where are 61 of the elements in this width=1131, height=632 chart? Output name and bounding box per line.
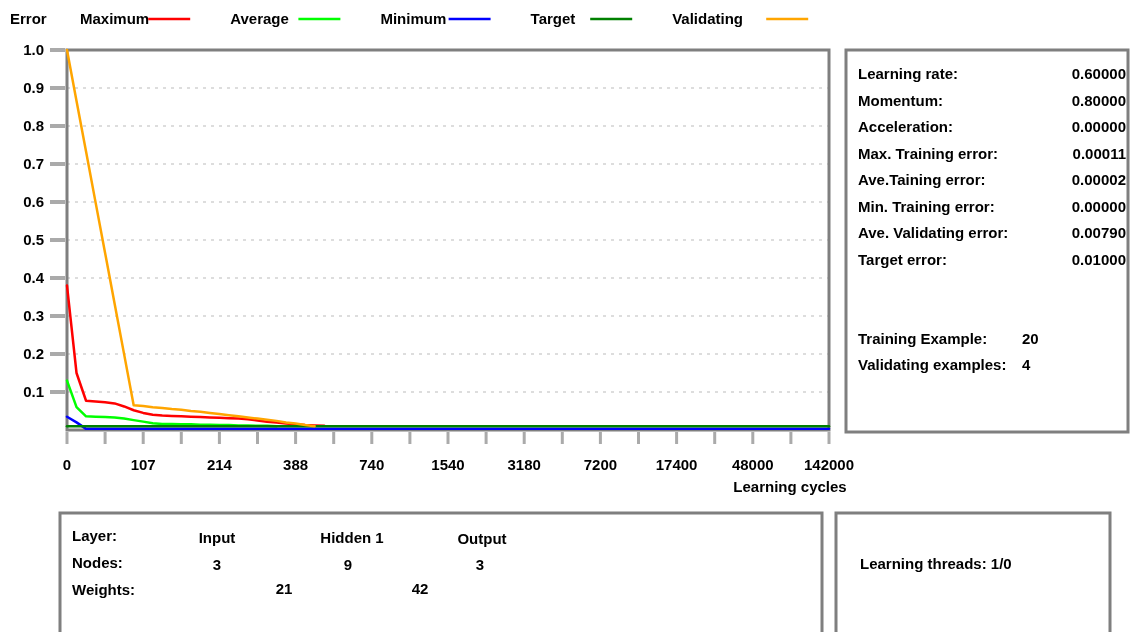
text: 9: [343, 556, 353, 573]
text: 0.80000: [1071, 91, 1126, 109]
y-axis-title: Error: [10, 10, 47, 27]
text: 0.01000: [1071, 250, 1126, 268]
y-tick-label: 0.1: [23, 383, 44, 400]
text: 3: [475, 556, 485, 573]
y-tick-label: 1.0: [23, 41, 44, 58]
y-tick-label: 0.8: [23, 117, 44, 134]
text: Momentum:: [858, 91, 943, 109]
x-tick-label: 214: [206, 456, 233, 473]
text: Input: [198, 529, 236, 546]
x-tick-label: 7200: [583, 456, 618, 473]
text: Hidden 1: [320, 529, 384, 546]
line-series: [65, 48, 316, 428]
text: Min. Training error:: [858, 197, 995, 215]
text: 0.60000: [1071, 65, 1126, 82]
text: Acceleration:: [858, 118, 954, 135]
text: Validating examples:: [858, 356, 1007, 373]
text: 20: [1022, 330, 1039, 347]
text: 0.00011: [1072, 144, 1126, 162]
text: Target error:: [858, 250, 947, 268]
x-tick-label: 107: [130, 456, 156, 473]
x-tick-label: 740: [359, 456, 385, 473]
text: 0.00790: [1071, 224, 1126, 241]
text: Weights:: [72, 581, 136, 598]
legend-label: Maximum: [80, 10, 150, 27]
x-tick-label: 388: [283, 456, 309, 473]
text: Learning rate:: [858, 65, 959, 82]
y-tick-label: 0.9: [23, 79, 44, 96]
text: Output: [457, 530, 507, 547]
x-tick-label: 0: [62, 456, 72, 473]
text: Nodes:: [72, 554, 123, 571]
legend-label: Target: [530, 10, 576, 27]
y-tick-label: 0.6: [23, 193, 44, 210]
text: Max. Training error:: [858, 144, 999, 162]
y-tick-label: 0.7: [23, 155, 44, 172]
text: Layer:: [72, 527, 118, 544]
text: 42: [411, 580, 429, 597]
y-tick-label: 0.3: [23, 307, 44, 324]
legend-label: Minimum: [380, 10, 447, 27]
text: Learning threads: 1/0: [860, 555, 1012, 572]
legend-label: Average: [230, 10, 289, 27]
text: Ave.Taining error:: [858, 171, 986, 188]
y-tick-label: 0.4: [23, 269, 45, 286]
text: 0.00000: [1071, 118, 1126, 135]
y-tick-label: 0.2: [23, 345, 44, 362]
legend-label: Validating: [672, 10, 744, 27]
text: Training Example:: [858, 330, 988, 347]
text: Ave. Validating error:: [858, 224, 1009, 241]
text: 0.00002: [1071, 171, 1126, 188]
text: 0.00000: [1071, 197, 1126, 215]
x-tick-label: 48000: [731, 456, 774, 473]
text: 4: [1022, 356, 1031, 373]
x-axis-title: Learning cycles: [733, 478, 847, 495]
text: 21: [275, 580, 293, 597]
x-tick-label: 3180: [507, 456, 541, 473]
x-tick-label: 142000: [803, 456, 855, 473]
x-tick-label: 17400: [655, 456, 698, 473]
x-tick-label: 1540: [431, 456, 465, 473]
text: 3: [212, 556, 222, 573]
y-tick-label: 0.5: [23, 231, 44, 248]
